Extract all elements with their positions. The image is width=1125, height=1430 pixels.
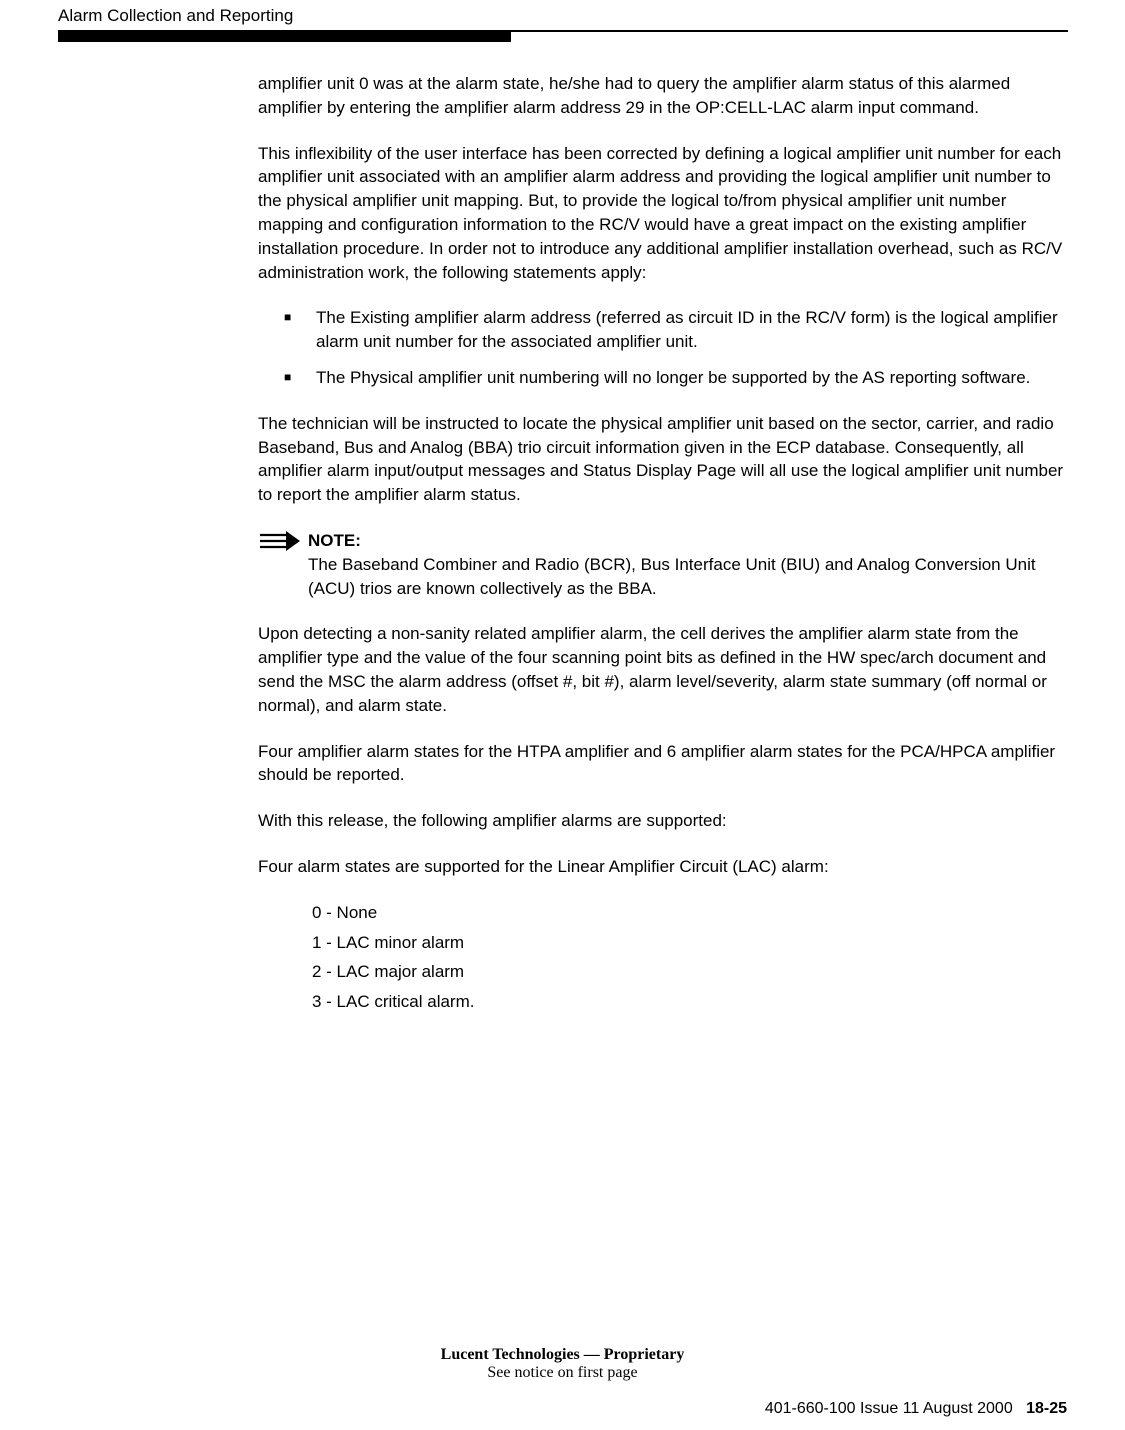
paragraph-4: Upon detecting a non-sanity related ampl… bbox=[258, 622, 1067, 717]
body-content: amplifier unit 0 was at the alarm state,… bbox=[258, 72, 1067, 1014]
paragraph-5: Four amplifier alarm states for the HTPA… bbox=[258, 740, 1067, 788]
note-content: NOTE: The Baseband Combiner and Radio (B… bbox=[308, 529, 1067, 600]
page-footer: Lucent Technologies — Proprietary See no… bbox=[0, 1346, 1125, 1382]
state-item: 0 - None bbox=[312, 901, 1067, 925]
page-header: Alarm Collection and Reporting bbox=[0, 0, 1125, 26]
footer-notice: See notice on first page bbox=[0, 1364, 1125, 1382]
page-info: 401-660-100 Issue 11 August 2000 18-25 bbox=[765, 1400, 1067, 1418]
doc-reference: 401-660-100 Issue 11 August 2000 bbox=[765, 1400, 1013, 1417]
note-label: NOTE: bbox=[308, 529, 1067, 553]
header-title: Alarm Collection and Reporting bbox=[58, 6, 293, 25]
paragraph-2: This inflexibility of the user interface… bbox=[258, 142, 1067, 285]
paragraph-3: The technician will be instructed to loc… bbox=[258, 412, 1067, 507]
note-block: NOTE: The Baseband Combiner and Radio (B… bbox=[258, 529, 1067, 600]
state-list: 0 - None 1 - LAC minor alarm 2 - LAC maj… bbox=[312, 901, 1067, 1014]
paragraph-6: With this release, the following amplifi… bbox=[258, 809, 1067, 833]
bullet-list: The Existing amplifier alarm address (re… bbox=[284, 306, 1067, 389]
paragraph-1: amplifier unit 0 was at the alarm state,… bbox=[258, 72, 1067, 120]
state-item: 3 - LAC critical alarm. bbox=[312, 990, 1067, 1014]
bullet-item: The Existing amplifier alarm address (re… bbox=[284, 306, 1067, 354]
page-number: 18-25 bbox=[1026, 1400, 1067, 1417]
footer-proprietary: Lucent Technologies — Proprietary bbox=[0, 1346, 1125, 1364]
note-text: The Baseband Combiner and Radio (BCR), B… bbox=[308, 553, 1067, 601]
paragraph-7: Four alarm states are supported for the … bbox=[258, 855, 1067, 879]
state-item: 2 - LAC major alarm bbox=[312, 960, 1067, 984]
header-thick-bar bbox=[58, 32, 511, 42]
bullet-item: The Physical amplifier unit numbering wi… bbox=[284, 366, 1067, 390]
note-arrow-icon bbox=[258, 531, 300, 558]
state-item: 1 - LAC minor alarm bbox=[312, 931, 1067, 955]
